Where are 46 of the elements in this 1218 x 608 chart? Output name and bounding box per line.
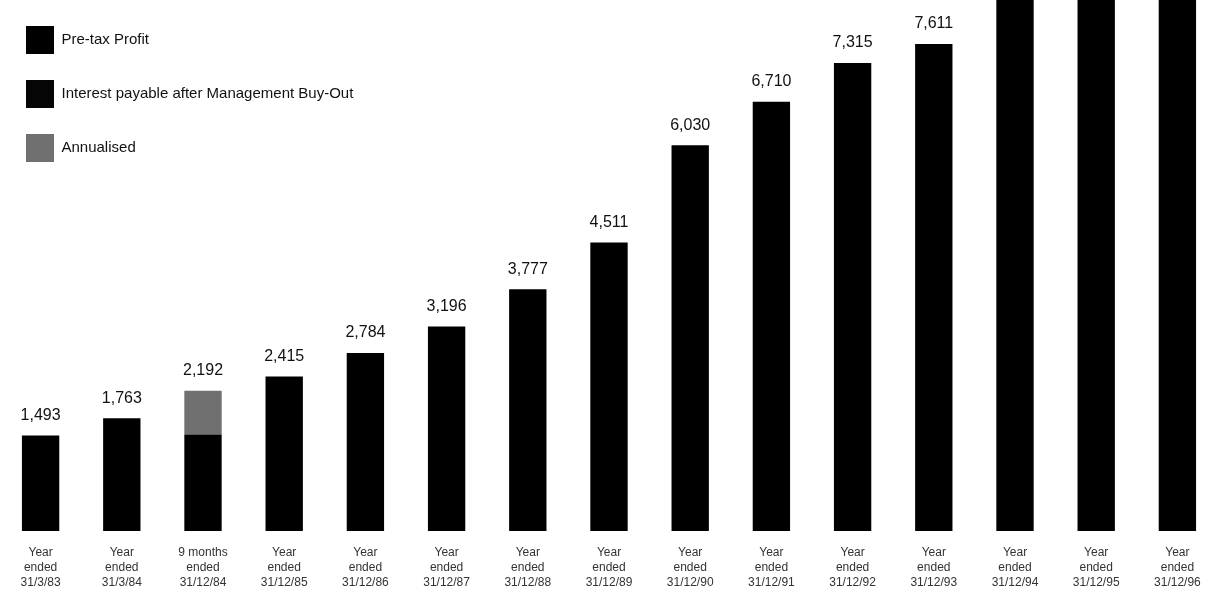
x-tick-label: Year ended 31/12/91 [748, 544, 796, 589]
bar [671, 145, 709, 531]
legend-label: Pre-tax Profit [61, 30, 150, 48]
x-tick-label: Year ended 31/12/96 [1154, 544, 1202, 589]
data-label: 3,196 [426, 296, 467, 314]
x-tick-label: Year ended 31/12/93 [910, 544, 958, 589]
x-tick-label: Year ended 31/12/85 [260, 544, 308, 589]
x-tick-label: Year ended 31/12/92 [829, 544, 877, 589]
data-label: 6,030 [670, 115, 711, 133]
bar [184, 390, 222, 435]
bar [509, 289, 547, 531]
bar [265, 376, 303, 531]
x-tick-label: Year ended 31/3/83 [20, 544, 61, 589]
bar [346, 352, 385, 531]
bar [1077, 0, 1115, 531]
x-tick-label: Year ended 31/12/86 [342, 544, 390, 589]
legend-label: Interest payable after Management Buy-Out [61, 84, 355, 102]
bar [103, 418, 141, 531]
bar [184, 434, 222, 531]
bar [1158, 0, 1197, 531]
x-tick-label: Year ended 31/12/88 [504, 544, 552, 589]
data-label: 6,710 [751, 72, 792, 90]
bar [833, 63, 872, 531]
bar [752, 101, 791, 531]
data-label: 2,784 [345, 323, 386, 341]
x-tick-label: Year ended 31/12/89 [585, 544, 633, 589]
x-tick-label: Year ended 31/12/95 [1072, 544, 1120, 589]
data-label: 7,315 [832, 33, 873, 51]
total-label: 2,192 [182, 361, 224, 379]
bar [996, 0, 1034, 531]
x-tick-label: Year ended 31/3/84 [101, 544, 143, 589]
x-tick-label: Year ended 31/12/90 [666, 544, 714, 589]
data-label: 1,763 [101, 388, 142, 406]
data-label: 4,511 [589, 212, 629, 230]
x-tick-label: 9 months ended 31/12/84 [178, 544, 228, 589]
data-label: 7,611 [914, 14, 954, 32]
bar [21, 435, 60, 531]
bar [427, 326, 466, 531]
x-tick-label: Year ended 31/12/87 [423, 544, 471, 589]
data-label: 3,777 [507, 259, 548, 277]
data-label: 1,493 [20, 405, 61, 423]
x-tick-label: Year ended 31/12/94 [991, 544, 1039, 589]
bar [915, 44, 953, 531]
legend-label: Annualised [61, 138, 136, 156]
data-label: 2,415 [264, 346, 305, 364]
bar [590, 242, 628, 531]
